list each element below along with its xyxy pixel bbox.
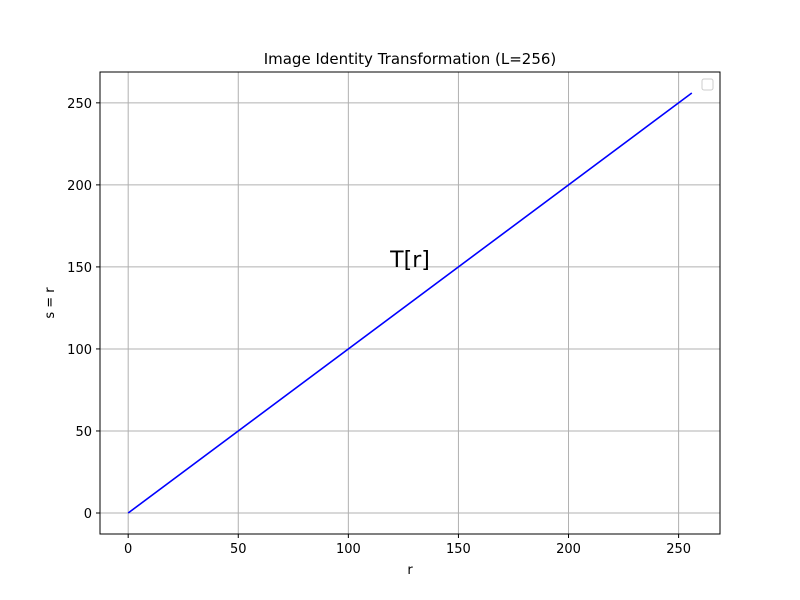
axes-frame	[99, 71, 721, 535]
y-tick-label: 250	[67, 97, 92, 112]
grid-lines	[100, 72, 720, 534]
data-series	[127, 92, 693, 514]
x-tick-label: 200	[556, 542, 581, 557]
x-tick-label: 250	[666, 542, 691, 557]
y-tick-label: 200	[67, 179, 92, 194]
legend-box	[701, 78, 714, 91]
x-tick-label: 0	[124, 542, 132, 557]
transform-annotation: T[r]	[389, 248, 430, 273]
y-tick-label: 50	[75, 425, 92, 440]
y-tick-label: 0	[84, 507, 92, 522]
chart-title: Image Identity Transformation (L=256)	[264, 50, 557, 68]
x-tick-label: 150	[446, 542, 471, 557]
axis-ticks: 0 50 100 150 200 250 0 50 100 150 200 250	[67, 97, 691, 557]
y-axis-label: s = r	[43, 287, 58, 319]
x-tick-label: 50	[230, 542, 247, 557]
y-tick-label: 100	[67, 343, 92, 358]
annotations: T[r]	[389, 248, 430, 273]
y-tick-label: 150	[67, 261, 92, 276]
identity-line	[127, 92, 693, 514]
x-tick-label: 100	[336, 542, 361, 557]
x-axis-label: r	[407, 563, 413, 578]
